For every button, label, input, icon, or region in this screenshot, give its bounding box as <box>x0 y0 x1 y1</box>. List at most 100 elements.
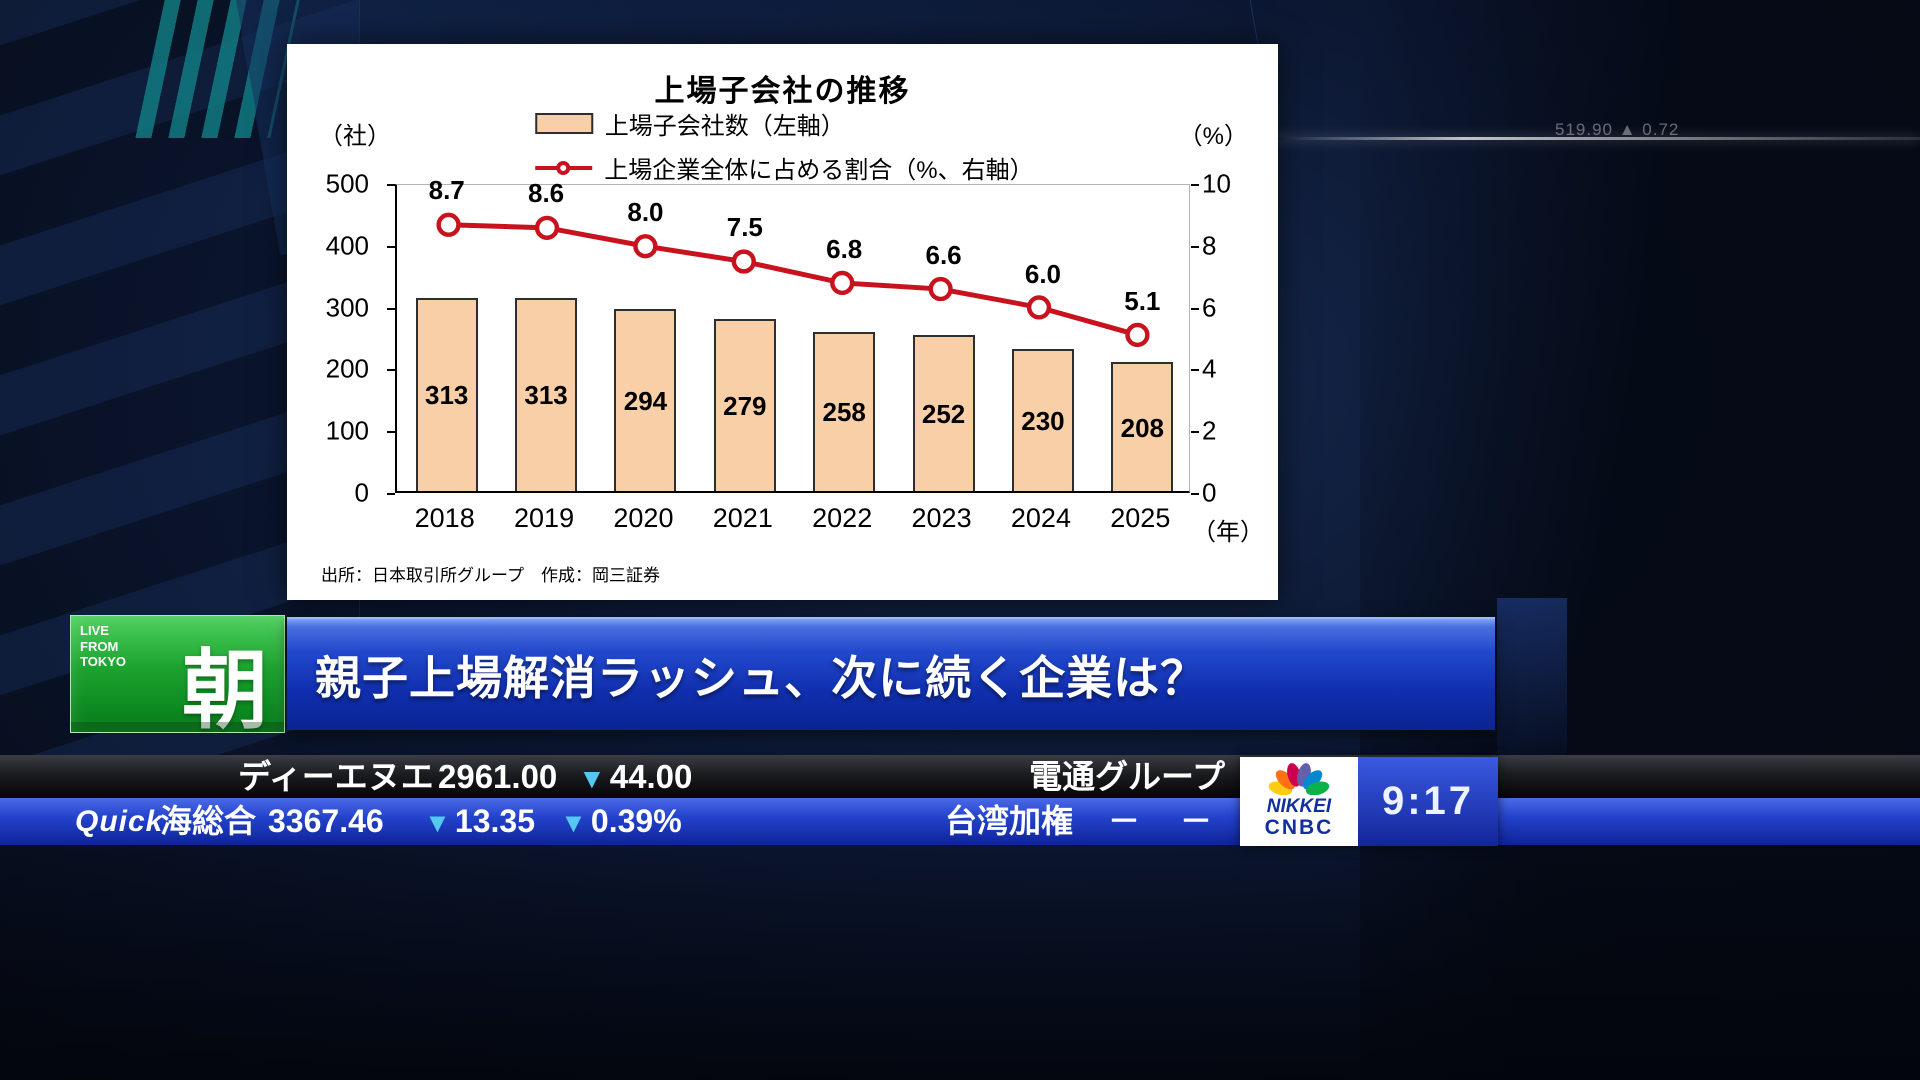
studio-light-streak <box>1270 137 1920 140</box>
tick-mark <box>387 493 395 495</box>
y-axis-tick-label: 300 <box>325 292 369 323</box>
chart-title: 上場子会社の推移 <box>654 75 911 108</box>
bar-value-label: 258 <box>822 397 866 428</box>
bar-value-label: 208 <box>1120 412 1164 443</box>
x-axis-label: 2025 <box>1110 503 1171 533</box>
bar-value-label: 230 <box>1021 405 1065 436</box>
live-from-tokyo-label: LIVE FROM TOKYO <box>80 623 126 670</box>
chart-bar <box>1111 362 1174 491</box>
chart-bar <box>515 297 578 491</box>
y-axis-tick-label: 0 <box>354 477 369 508</box>
left-axis-unit: （社） <box>319 123 391 150</box>
quick-logo: Quick <box>75 805 164 838</box>
line-swatch-icon <box>534 157 593 179</box>
line-value-label: 5.1 <box>1124 286 1161 317</box>
ticker2-right-name: 台湾加権 <box>945 803 1074 839</box>
down-triangle-icon: ▼ <box>424 807 451 838</box>
tick-mark <box>387 245 395 248</box>
legend-line-label: 上場企業全体に占める割合（%、右軸） <box>604 157 1034 184</box>
ticker1-price: 2961.00 <box>438 758 558 795</box>
live-line3: TOKYO <box>80 654 126 670</box>
bar-value-label: 313 <box>524 380 568 411</box>
x-axis-labels: 2018 2019 2020 2021 2022 2023 2024 2025 <box>395 503 1190 539</box>
x-axis-label: 2021 <box>712 503 773 533</box>
tick-mark <box>1191 369 1199 372</box>
y-axis-tick-label: 6 <box>1202 292 1217 323</box>
y-axis-tick-label: 10 <box>1202 168 1231 199</box>
right-axis-unit: （%） <box>1178 123 1248 150</box>
live-from-tokyo-badge: LIVE FROM TOKYO 朝 <box>70 615 285 739</box>
ticker1-change: ▼ 44.00 <box>578 755 692 800</box>
chart-bar <box>415 297 478 491</box>
tick-mark <box>387 369 395 372</box>
brand-nikkei: NIKKEI <box>1266 796 1332 818</box>
ticker2-pct: ▼ 0.39% <box>560 798 682 846</box>
legend-bar-label: 上場子会社数（左軸） <box>604 113 845 140</box>
brand-cnbc: CNBC <box>1264 816 1334 840</box>
line-value-label: 7.5 <box>726 212 763 243</box>
tick-mark <box>1191 184 1199 186</box>
chart-bar <box>614 309 677 491</box>
y-axis-tick-label: 2 <box>1202 415 1217 446</box>
clock-area: 9:17 <box>1358 757 1498 846</box>
live-line2: FROM <box>80 638 119 654</box>
bar-value-label: 279 <box>723 390 767 421</box>
tick-mark <box>1191 245 1199 248</box>
headline-text: 親子上場解消ラッシュ、次に続く企業は？ <box>315 651 1208 704</box>
y-axis-tick-label: 200 <box>325 353 369 384</box>
ticker2-value: 3367.46 <box>268 803 384 839</box>
y-axis-tick-label: 100 <box>325 415 369 446</box>
line-value-label: 6.6 <box>925 240 962 271</box>
studio-bottom-shade <box>0 840 1920 1080</box>
x-axis-label: 2023 <box>911 503 972 533</box>
y-axis-tick-label: 4 <box>1202 353 1217 384</box>
bar-swatch-icon <box>534 113 593 134</box>
ticker-row-1: ディーエヌエ 2961.00 ▼ 44.00 電通グループ <box>0 755 1920 798</box>
y-axis-tick-label: 400 <box>325 230 369 261</box>
studio-right-shade <box>1360 0 1920 1080</box>
ticker2-right-value: － <box>1108 803 1141 839</box>
line-value-label: 6.0 <box>1024 258 1062 289</box>
line-value-label: 8.6 <box>527 178 565 209</box>
x-axis-label: 2020 <box>613 503 674 533</box>
ticker1-name: ディーエヌエ <box>238 758 434 795</box>
clock-time: 9:17 <box>1381 779 1475 823</box>
brand-clock-box: NIKKEI CNBC 9:17 <box>1240 757 1498 846</box>
chart-bar <box>1011 348 1074 491</box>
bar-value-label: 294 <box>623 386 668 417</box>
ticker1-change-value: 44.00 <box>609 758 693 795</box>
ticker2-index-name: 海総合 <box>160 803 257 839</box>
program-kanji-logo: 朝 <box>182 643 268 739</box>
tick-mark <box>387 307 395 310</box>
down-triangle-icon: ▼ <box>560 807 587 838</box>
peacock-icon <box>1268 763 1330 796</box>
ticker-row-2: Quick 海総合 3367.46 ▼ 13.35 ▼ 0.39% 台湾加権 － － <box>0 798 1920 845</box>
left-axis-tick-labels: 0 100 200 300 400 500 <box>287 169 383 508</box>
chart-bar <box>813 331 876 491</box>
y-axis-tick-label: 0 <box>1202 477 1217 508</box>
x-axis-label: 2024 <box>1010 503 1071 533</box>
tick-mark <box>387 184 395 186</box>
y-axis-tick-label: 8 <box>1202 230 1217 261</box>
live-line1: LIVE <box>80 623 109 638</box>
line-value-label: 8.0 <box>627 196 664 227</box>
chart-legend: 上場子会社数（左軸） 上場企業全体に占める割合（%、右軸） <box>534 106 1034 185</box>
background-faint-ticker: 519.90 ▲ 0.72 <box>1555 120 1680 139</box>
right-axis-tick-labels: 0 2 4 6 8 10 <box>1202 169 1282 508</box>
tick-mark <box>1191 307 1199 310</box>
ticker2-change-value: 13.35 <box>454 803 535 839</box>
brand-area: NIKKEI CNBC <box>1240 757 1358 846</box>
x-axis-label: 2019 <box>514 503 575 533</box>
tick-mark <box>387 431 395 434</box>
x-axis-label: 2018 <box>414 503 475 533</box>
bar-value-label: 313 <box>424 380 469 411</box>
down-triangle-icon: ▼ <box>578 763 606 794</box>
chart-panel: 上場子会社の推移 上場子会社数（左軸） 上場企業全体に占める割合（%、右軸） （… <box>287 44 1278 600</box>
chart-bar <box>713 318 776 491</box>
line-value-label: 6.8 <box>826 233 863 264</box>
headline-banner: 親子上場解消ラッシュ、次に続く企業は？ <box>287 617 1495 730</box>
tick-mark <box>1191 431 1199 434</box>
bar-value-label: 252 <box>921 399 966 430</box>
x-axis-unit: （年） <box>1192 519 1264 546</box>
